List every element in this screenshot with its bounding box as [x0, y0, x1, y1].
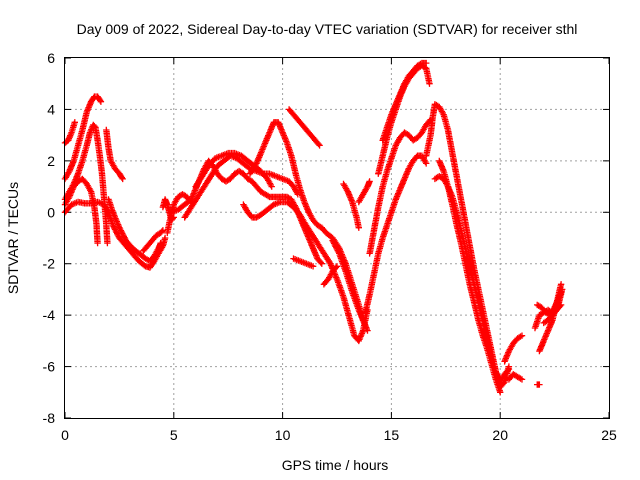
data-point-trace: [329, 237, 367, 324]
x-tick-label: 0: [61, 427, 69, 443]
data-point-trace: [355, 178, 373, 206]
data-point-trace: [501, 332, 526, 365]
data-point-trace: [290, 255, 317, 270]
x-tick-label: 10: [275, 427, 291, 443]
x-tick-label: 20: [492, 427, 508, 443]
data-point-trace: [140, 227, 167, 255]
data-point-trace: [505, 371, 526, 383]
chart-title: Day 009 of 2022, Sidereal Day-to-day VTE…: [77, 21, 578, 37]
plot-frame: [64, 57, 610, 419]
x-tick-label: 25: [601, 427, 617, 443]
x-tick-label: 5: [170, 427, 178, 443]
data-points: [61, 59, 566, 396]
y-axis-label: SDTVAR / TECUs: [5, 182, 21, 294]
data-point-trace: [320, 263, 341, 288]
y-tick-label: 0: [47, 204, 55, 220]
y-tick-label: -8: [43, 410, 56, 426]
y-tick-label: 6: [47, 50, 55, 66]
data-point-trace: [240, 198, 371, 345]
y-tick-label: -6: [43, 359, 56, 375]
data-point-trace: [103, 126, 126, 183]
data-point-trace: [362, 152, 430, 316]
x-axis-label: GPS time / hours: [282, 457, 389, 473]
data-point-trace: [105, 196, 164, 265]
data-point-trace: [366, 116, 434, 257]
data-point-trace: [436, 157, 504, 396]
axis-ticks: 0 5 10 15 20 25 -8 -6 -4 -2 0 2 4 6: [43, 50, 617, 443]
data-point-trace: [340, 180, 362, 231]
y-tick-label: 4: [47, 101, 55, 117]
data-point-trace: [534, 381, 543, 388]
data-point-trace: [423, 101, 513, 391]
data-point-trace: [379, 59, 430, 144]
y-tick-label: -4: [43, 307, 56, 323]
y-tick-label: 2: [47, 153, 55, 169]
data-point-trace: [285, 106, 323, 149]
data-point-trace: [192, 149, 275, 190]
y-tick-label: -2: [43, 256, 56, 272]
grid: [65, 58, 609, 418]
data-point-trace: [540, 301, 565, 327]
x-tick-label: 15: [384, 427, 400, 443]
